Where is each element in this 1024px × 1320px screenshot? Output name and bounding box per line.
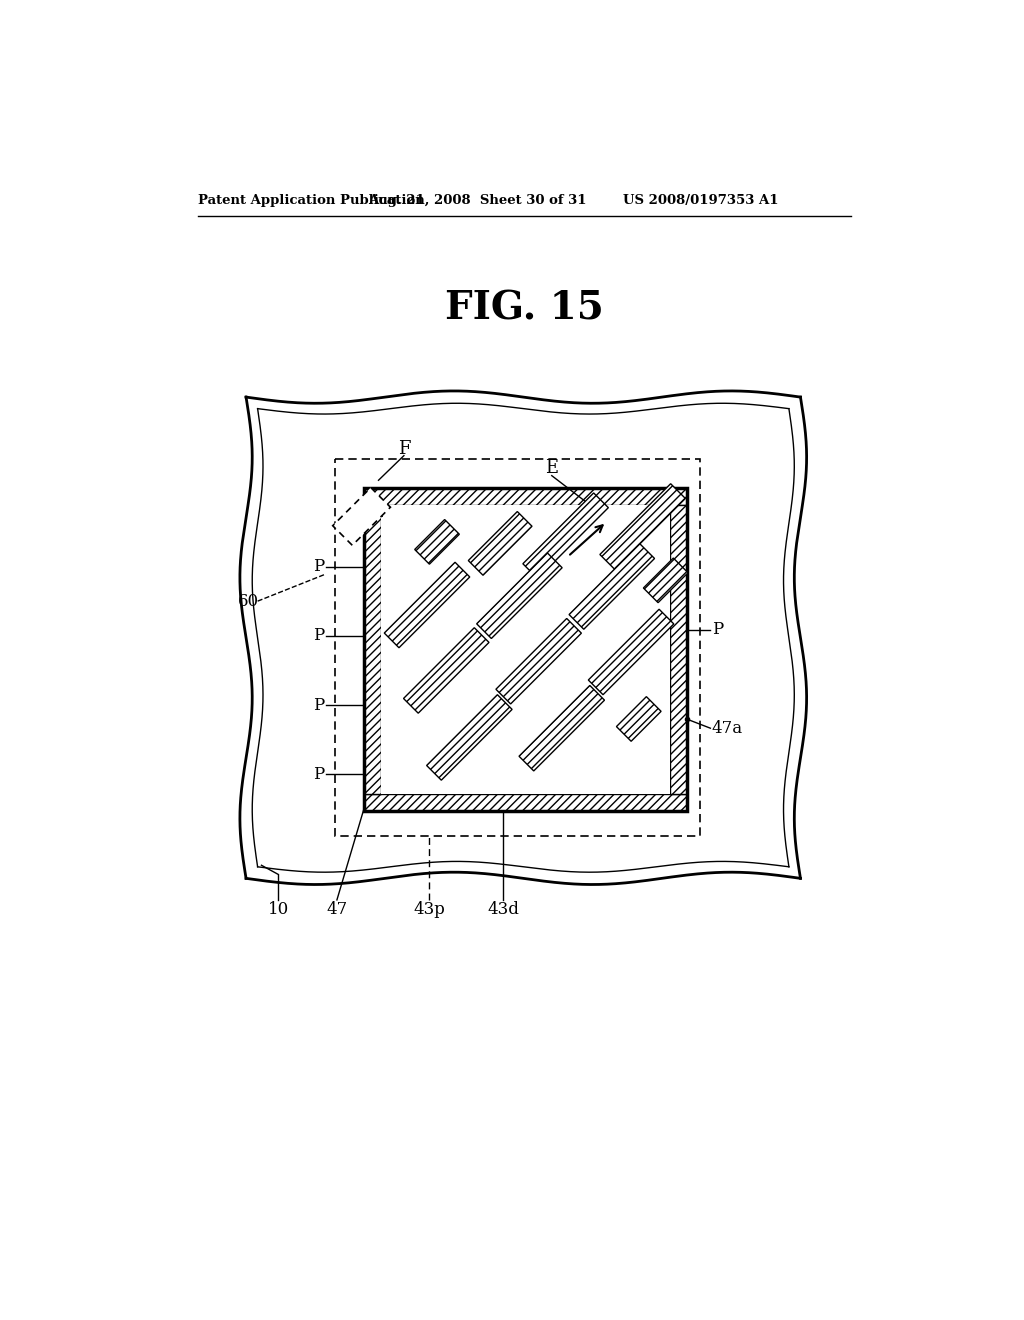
Bar	[616, 697, 662, 742]
Bar	[364, 506, 381, 795]
Bar	[671, 506, 687, 795]
Text: P: P	[313, 558, 325, 576]
Bar	[403, 628, 489, 713]
Text: 10: 10	[267, 900, 289, 917]
Text: FIG. 15: FIG. 15	[445, 289, 604, 327]
Text: P: P	[313, 697, 325, 714]
Bar	[415, 520, 460, 564]
Bar	[384, 562, 470, 648]
Text: P: P	[313, 627, 325, 644]
Text: P: P	[712, 622, 723, 638]
Bar	[364, 795, 687, 812]
Text: 43p: 43p	[414, 900, 445, 917]
Text: F: F	[397, 441, 411, 458]
Bar	[335, 459, 700, 836]
Text: US 2008/0197353 A1: US 2008/0197353 A1	[624, 194, 779, 207]
Bar	[569, 544, 654, 630]
Text: E: E	[545, 459, 558, 477]
Text: 43d: 43d	[487, 900, 519, 917]
Bar	[600, 483, 685, 569]
Bar	[427, 694, 512, 780]
Bar	[589, 610, 674, 694]
Text: Aug. 21, 2008  Sheet 30 of 31: Aug. 21, 2008 Sheet 30 of 31	[368, 194, 587, 207]
Bar	[643, 558, 688, 603]
Bar	[364, 488, 687, 812]
Text: 47: 47	[327, 900, 347, 917]
Bar	[496, 619, 582, 704]
Bar	[333, 487, 390, 545]
Bar	[519, 685, 604, 771]
Bar	[476, 553, 562, 639]
Text: Patent Application Publication: Patent Application Publication	[199, 194, 425, 207]
Bar	[381, 506, 671, 795]
Bar	[364, 488, 687, 506]
Text: 47a: 47a	[712, 719, 743, 737]
Text: 60: 60	[239, 593, 259, 610]
Bar	[523, 492, 608, 578]
Text: P: P	[313, 766, 325, 783]
Bar	[468, 512, 532, 576]
